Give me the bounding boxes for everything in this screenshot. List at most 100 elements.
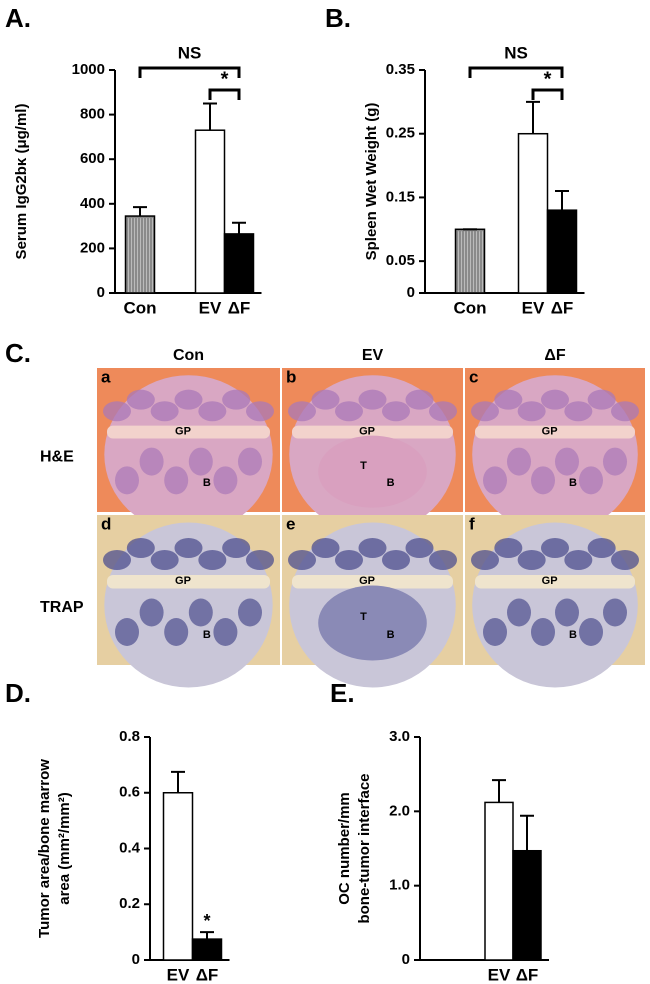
image-label: B xyxy=(387,629,395,641)
trabecula xyxy=(103,550,131,570)
trabecula xyxy=(139,598,164,627)
y-axis-label: bone-tumor interface xyxy=(356,773,373,923)
trabecula xyxy=(188,447,213,476)
trabecula xyxy=(198,550,227,570)
trabecula xyxy=(246,401,274,422)
growth-plate xyxy=(107,425,270,439)
image-label: T xyxy=(360,460,367,472)
panel-letter: D. xyxy=(5,678,31,708)
error-bar xyxy=(526,100,540,134)
trabecula xyxy=(531,466,555,495)
image-letter: c xyxy=(469,367,478,386)
bar xyxy=(484,801,514,961)
trabecula xyxy=(222,538,251,558)
significance-bracket xyxy=(208,88,241,100)
tumor xyxy=(318,435,427,508)
row-label: H&E xyxy=(40,448,74,465)
x-tick-label: Con xyxy=(123,298,156,317)
trabecula xyxy=(494,389,523,410)
trabecula xyxy=(507,598,531,627)
panel-letter: B. xyxy=(325,3,351,33)
trabecula xyxy=(238,447,262,476)
trabecula xyxy=(405,538,434,558)
x-tick-label: Con xyxy=(453,298,486,317)
trabecula xyxy=(164,618,189,646)
y-tick-label: 2.0 xyxy=(389,802,410,819)
bar xyxy=(191,938,223,961)
image-label: B xyxy=(387,477,395,489)
trabecula xyxy=(150,401,179,422)
significance-bracket xyxy=(468,66,564,78)
trabecula xyxy=(198,401,227,422)
trabecula xyxy=(188,598,213,627)
trabecula xyxy=(174,538,203,558)
trabecula xyxy=(382,550,410,570)
trabecula xyxy=(335,550,363,570)
bar xyxy=(517,132,549,294)
trabecula xyxy=(483,466,507,495)
y-tick-label: 0.25 xyxy=(386,125,415,142)
image-letter: b xyxy=(286,367,296,386)
trabecula xyxy=(494,538,523,558)
trabecula xyxy=(115,466,139,495)
image-label: GP xyxy=(175,575,191,587)
y-axis-label: OC number/mm xyxy=(336,792,353,905)
bone-section xyxy=(472,522,638,688)
trabecula xyxy=(405,389,434,410)
bone-section xyxy=(104,522,273,688)
y-tick-label: 0.15 xyxy=(386,188,415,205)
image-label: GP xyxy=(542,425,558,437)
trabecula xyxy=(429,550,457,570)
trabecula xyxy=(579,466,603,495)
image-label: GP xyxy=(542,575,558,587)
y-tick-label: 0.6 xyxy=(119,784,140,801)
trabecula xyxy=(222,389,251,410)
image-label: GP xyxy=(175,425,191,437)
trabecula xyxy=(611,550,639,570)
trabecula xyxy=(126,389,155,410)
y-axis-label: area (mm²/mm²) xyxy=(56,792,73,905)
image-letter: f xyxy=(469,514,475,533)
x-tick-label: EV xyxy=(199,298,222,317)
error-bar xyxy=(492,779,506,803)
bar xyxy=(223,233,255,294)
y-tick-label: 0 xyxy=(97,284,105,301)
y-tick-label: 0 xyxy=(402,951,410,968)
error-bar xyxy=(232,221,246,234)
error-bar xyxy=(520,814,534,851)
trabecula xyxy=(517,550,546,570)
y-tick-label: 1000 xyxy=(72,61,105,78)
trabecula xyxy=(517,401,546,422)
trabecula xyxy=(311,538,340,558)
growth-plate xyxy=(292,575,453,589)
image-label: B xyxy=(569,477,577,489)
x-tick-label: ΔF xyxy=(516,965,539,984)
significance-label: NS xyxy=(504,43,528,62)
x-tick-label: EV xyxy=(522,298,545,317)
y-axis-label: Tumor area/bone marrow xyxy=(36,759,53,938)
y-tick-label: 400 xyxy=(80,195,105,212)
trabecula xyxy=(471,550,499,570)
trabecula xyxy=(238,598,262,627)
y-tick-label: 0 xyxy=(407,284,415,301)
trabecula xyxy=(603,598,627,627)
trabecula xyxy=(139,447,164,476)
trabecula xyxy=(115,618,139,646)
bar xyxy=(194,129,226,294)
image-label: B xyxy=(203,629,211,641)
trabecula xyxy=(358,389,387,410)
y-axis-label: Spleen Wet Weight (g) xyxy=(363,103,380,261)
trabecula xyxy=(587,538,616,558)
y-tick-label: 600 xyxy=(80,150,105,167)
y-tick-label: 0.35 xyxy=(386,61,415,78)
bone-section xyxy=(472,375,638,534)
trabecula xyxy=(531,618,555,646)
x-tick-label: EV xyxy=(167,965,190,984)
trabecula xyxy=(541,389,569,410)
image-letter: d xyxy=(101,514,111,533)
significance-label: * xyxy=(221,68,229,90)
trabecula xyxy=(126,538,155,558)
image-letter: e xyxy=(286,514,295,533)
